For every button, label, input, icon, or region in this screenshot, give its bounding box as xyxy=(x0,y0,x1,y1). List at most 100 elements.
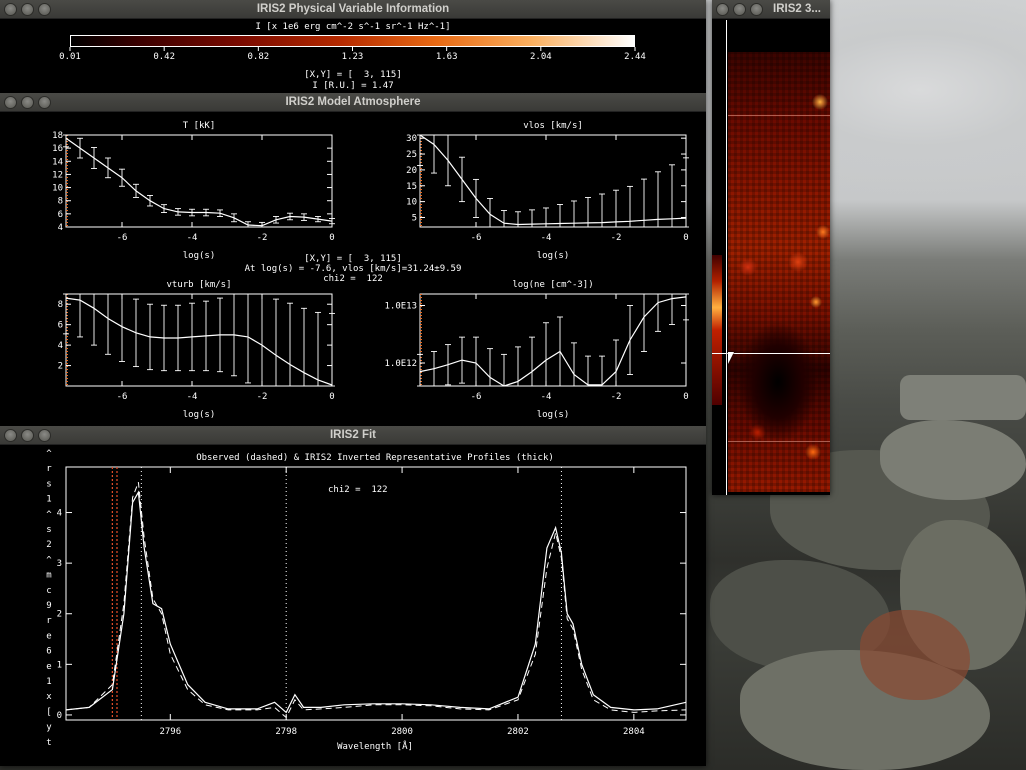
fit-plot-title: Observed (dashed) & IRIS2 Inverted Repre… xyxy=(196,453,554,463)
wallpaper-rock xyxy=(880,420,1026,500)
y-tick-label: 18 xyxy=(52,131,63,141)
ylabel-char: r xyxy=(46,464,52,474)
close-button[interactable] xyxy=(4,96,17,109)
map-titlebar[interactable]: IRIS2 3... xyxy=(712,0,830,19)
x-tick-label: 2796 xyxy=(159,727,181,737)
ylabel-char: t xyxy=(46,738,51,748)
minimize-button[interactable] xyxy=(21,96,34,109)
colorbar-ticks: 0.01 0.42 0.82 1.23 1.63 2.04 2.44 xyxy=(59,47,646,62)
close-button[interactable] xyxy=(4,429,17,442)
atmos-at-readout: At log(s) = -7.6, vlos [km/s]=31.24±9.59 xyxy=(244,264,462,274)
colorbar-tick-label: 0.01 xyxy=(59,52,81,62)
colorbar-tick-label: 0.42 xyxy=(153,52,175,62)
ylabel-char: e xyxy=(46,662,51,672)
ylabel-char: y xyxy=(46,723,52,733)
x-tick-label: -4 xyxy=(187,392,198,402)
minimize-button[interactable] xyxy=(733,3,746,16)
x-tick-label: -6 xyxy=(117,392,128,402)
y-tick-label: 16 xyxy=(52,144,63,154)
ylabel-char: ^ xyxy=(46,510,52,520)
window-title: IRIS2 3... xyxy=(773,3,821,15)
y-tick-label: 25 xyxy=(406,150,417,160)
atmos-xy-readout: [X,Y] = [ 3, 115] xyxy=(304,254,402,264)
map-left-intensity-strip xyxy=(712,255,722,405)
plot-xlabel: log(s) xyxy=(537,251,570,261)
fit-titlebar[interactable]: IRIS2 Fit xyxy=(0,426,706,445)
crosshair-vertical xyxy=(726,20,727,495)
y-tick-label: 6 xyxy=(58,321,63,331)
ylabel-char: 2 xyxy=(46,540,51,550)
x-tick-label: 0 xyxy=(329,233,334,243)
x-tick-label: -4 xyxy=(187,233,198,243)
ylabel-char: ^ xyxy=(46,449,52,459)
x-tick-label: 2800 xyxy=(391,727,413,737)
plot-xlabel: log(s) xyxy=(183,251,216,261)
ylabel-char: c xyxy=(46,586,51,596)
y-tick-label: 2 xyxy=(58,362,63,372)
inverted-profile-line xyxy=(65,490,687,714)
series-line xyxy=(419,134,687,226)
maximize-button[interactable] xyxy=(38,96,51,109)
fit-chi2: chi2 = 122 xyxy=(328,485,388,495)
series-line xyxy=(419,296,687,387)
colorbar-tick-label: 1.63 xyxy=(436,52,458,62)
ylabel-char: s xyxy=(46,479,51,489)
intensity-map[interactable] xyxy=(728,52,830,492)
maximize-button[interactable] xyxy=(750,3,763,16)
close-button[interactable] xyxy=(4,3,17,16)
y-tick-label: 12 xyxy=(52,170,63,180)
ylabel-char: e xyxy=(46,631,51,641)
crosshair-horizontal xyxy=(712,353,830,354)
map-window: IRIS2 3... xyxy=(712,0,830,495)
x-tick-label: 2802 xyxy=(507,727,529,737)
y-tick-label: 15 xyxy=(406,182,417,192)
series-line xyxy=(65,137,333,227)
info-titlebar[interactable]: IRIS2 Physical Variable Information xyxy=(0,0,706,19)
x-tick-label: -6 xyxy=(471,233,482,243)
ylabel-char: 9 xyxy=(46,601,51,611)
minimize-button[interactable] xyxy=(21,429,34,442)
close-button[interactable] xyxy=(716,3,729,16)
atmos-titlebar[interactable]: IRIS2 Model Atmosphere xyxy=(0,93,706,112)
plot-xlabel: log(s) xyxy=(183,410,216,420)
y-tick-label: 8 xyxy=(58,300,63,310)
ylabel-char: r xyxy=(46,616,52,626)
window-title: IRIS2 Model Atmosphere xyxy=(285,96,421,108)
x-tick-label: -4 xyxy=(541,392,552,402)
fit-plot: 2796 2798 2800 2802 280401234^rs1^s2^mc9re6e… xyxy=(46,449,687,748)
atmos-chi2-readout: chi2 = 122 xyxy=(323,274,383,284)
maximize-button[interactable] xyxy=(38,3,51,16)
y-tick-label: 8 xyxy=(58,197,63,207)
ylabel-char: s xyxy=(46,525,51,535)
x-tick-label: 0 xyxy=(329,392,334,402)
mouse-cursor-icon xyxy=(728,352,734,364)
colorbar-tick-label: 0.82 xyxy=(247,52,269,62)
colorbar-label: I [x 1e6 erg cm^-2 s^-1 sr^-1 Hz^-1] xyxy=(255,22,451,32)
y-tick-label: 2 xyxy=(57,610,62,620)
xy-readout: [X,Y] = [ 3, 115] xyxy=(304,70,402,80)
y-tick-label: 1.0E13 xyxy=(384,302,417,312)
colorbar-tick-label: 2.44 xyxy=(624,52,646,62)
y-tick-label: 4 xyxy=(58,341,63,351)
x-tick-label: 0 xyxy=(683,392,688,402)
x-tick-label: -2 xyxy=(257,233,268,243)
x-tick-label: 0 xyxy=(683,233,688,243)
map-bottom-line xyxy=(728,441,830,442)
plot-title: vlos [km/s] xyxy=(523,121,583,131)
y-tick-label: 20 xyxy=(406,166,417,176)
minimize-button[interactable] xyxy=(21,3,34,16)
x-tick-label: -4 xyxy=(541,233,552,243)
plot-xlabel: log(s) xyxy=(537,410,570,420)
observed-profile-line xyxy=(65,482,687,719)
y-tick-label: 4 xyxy=(57,509,62,519)
y-tick-label: 10 xyxy=(52,184,63,194)
maximize-button[interactable] xyxy=(38,429,51,442)
y-tick-label: 6 xyxy=(58,210,63,220)
y-tick-label: 10 xyxy=(406,198,417,208)
wallpaper-shrub xyxy=(860,610,970,700)
series-line xyxy=(65,297,333,386)
ylabel-char: 1 xyxy=(46,677,51,687)
x-tick-label: -2 xyxy=(257,392,268,402)
info-window: IRIS2 Physical Variable Information I [x… xyxy=(0,0,706,93)
plot-title: log(ne [cm^-3]) xyxy=(512,280,593,290)
